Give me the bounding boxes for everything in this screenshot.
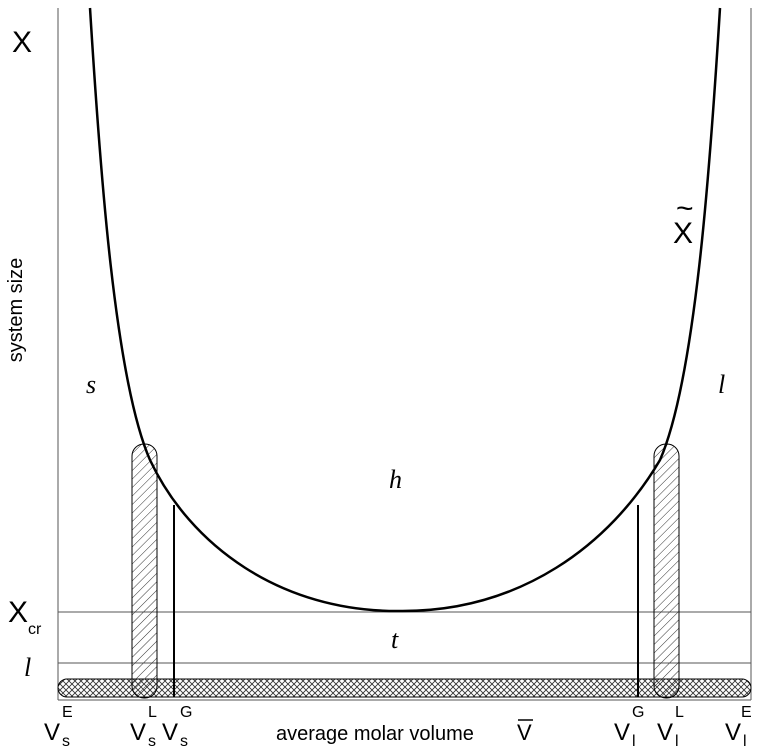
svg-text:V: V: [725, 719, 741, 746]
y-axis-label: system size: [5, 258, 27, 362]
x-axis-symbol: V: [517, 720, 532, 745]
tick-vl-l: V l L: [657, 704, 684, 750]
svg-text:s: s: [148, 733, 156, 750]
svg-text:V: V: [130, 719, 146, 746]
curve-label-tilde: ~: [676, 192, 694, 225]
svg-text:s: s: [62, 733, 70, 750]
svg-text:E: E: [741, 704, 752, 721]
right-hatched-band: [653, 443, 680, 699]
critical-level-label: Xcr: [8, 596, 42, 638]
tick-vs-e: V s E: [44, 704, 73, 750]
region-transition-label: t: [391, 625, 399, 654]
y-axis-symbol: X: [12, 26, 32, 59]
svg-text:s: s: [180, 733, 188, 750]
svg-text:V: V: [614, 719, 630, 746]
bottom-band: [57, 678, 752, 698]
svg-text:l: l: [675, 733, 679, 750]
tick-vl-g: V l G: [614, 704, 644, 750]
svg-text:E: E: [62, 704, 73, 721]
region-solid-label: s: [86, 370, 96, 399]
svg-text:L: L: [148, 704, 157, 721]
svg-text:l: l: [632, 733, 636, 750]
curve-label: X: [673, 217, 693, 250]
svg-text:L: L: [675, 704, 684, 721]
x-axis-label: average molar volume: [276, 723, 474, 745]
svg-text:V: V: [657, 719, 673, 746]
svg-text:V: V: [44, 719, 60, 746]
svg-text:G: G: [632, 704, 644, 721]
svg-text:V: V: [162, 719, 178, 746]
x-axis-label-group: average molar volume V: [276, 719, 533, 745]
svg-text:G: G: [180, 704, 192, 721]
region-heterophase-label: h: [389, 465, 402, 494]
tick-vs-l: V s L: [130, 704, 157, 750]
boundary-curve: [88, 7, 722, 613]
lower-level-label: l: [24, 653, 31, 682]
left-hatched-band: [131, 443, 158, 699]
svg-text:l: l: [743, 733, 747, 750]
tick-vl-e: V l E: [725, 704, 752, 750]
region-liquid-label: l: [718, 370, 725, 399]
tick-vs-g: V s G: [162, 704, 192, 750]
